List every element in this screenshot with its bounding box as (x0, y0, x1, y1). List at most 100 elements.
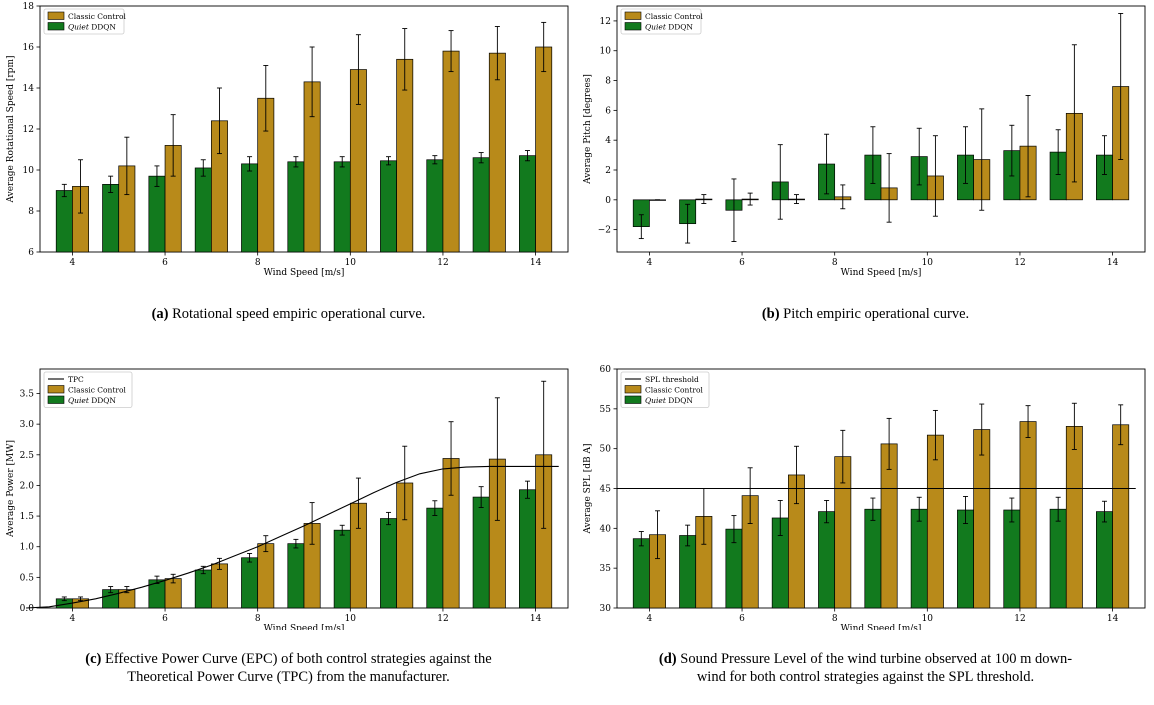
bar (1065, 426, 1083, 609)
x-tick-label: 8 (832, 614, 838, 624)
x-tick-label: 12 (437, 614, 448, 624)
legend-label: Quiet DDQN (68, 396, 116, 405)
bar (1096, 511, 1113, 609)
bar (380, 160, 397, 253)
x-axis-label: Wind Speed [m/s] (264, 268, 345, 278)
bar (241, 557, 259, 609)
bar (102, 184, 120, 253)
x-tick-label: 6 (739, 614, 745, 624)
bar (257, 543, 275, 609)
bar (910, 508, 928, 609)
y-tick-label: 1.5 (20, 512, 35, 522)
y-tick-label: 6 (605, 106, 611, 116)
bar (1003, 509, 1021, 609)
bar (426, 507, 444, 609)
y-tick-label: 10 (23, 166, 35, 176)
bar (380, 518, 397, 609)
bar (926, 434, 944, 609)
y-tick-label: 8 (28, 207, 34, 217)
bar (973, 429, 991, 609)
caption-a-label: (a) (151, 306, 169, 322)
legend-box (43, 371, 133, 408)
legend-bar-swatch (47, 22, 65, 31)
y-tick-label: 0 (605, 196, 611, 206)
y-tick-label: 3.0 (20, 420, 35, 430)
y-tick-label: 16 (23, 43, 35, 53)
bar (194, 569, 212, 609)
caption-d: (d) Sound Pressure Level of the wind tur… (577, 650, 1154, 686)
x-tick-label: 6 (162, 614, 168, 624)
legend-label: Classic Control (645, 386, 703, 395)
bar (333, 529, 351, 609)
bar (519, 155, 536, 253)
bar (519, 489, 536, 609)
x-tick-label: 10 (922, 614, 934, 624)
y-axis-label: Average Rotational Speed [rpm] (6, 56, 16, 204)
legend-label: Classic Control (68, 386, 126, 395)
caption-d-label: (d) (658, 651, 677, 667)
caption-b: (b) Pitch empiric operational curve. (577, 305, 1154, 323)
x-tick-label: 8 (255, 614, 261, 624)
caption-c-label: (c) (85, 651, 102, 667)
y-tick-label: 4 (605, 136, 611, 146)
y-tick-label: 6 (28, 248, 34, 258)
y-tick-label: 1.0 (20, 543, 35, 553)
legend-label: Quiet DDQN (68, 23, 116, 32)
bar (241, 163, 259, 253)
x-tick-label: 10 (922, 258, 934, 268)
x-axis-label: Wind Speed [m/s] (264, 624, 345, 630)
bar (1019, 421, 1037, 609)
x-tick-label: 4 (647, 614, 653, 624)
bar (1112, 424, 1130, 609)
legend-label: Classic Control (68, 12, 126, 21)
x-tick-label: 4 (647, 258, 653, 268)
x-tick-label: 12 (437, 258, 448, 268)
bar (194, 167, 212, 253)
y-tick-label: 50 (600, 445, 612, 455)
bar (679, 535, 697, 609)
x-axis-label: Wind Speed [m/s] (841, 624, 922, 630)
y-tick-label: 18 (23, 2, 35, 12)
legend-bar-swatch (47, 395, 65, 404)
legend-bar-swatch (47, 385, 65, 394)
x-tick-label: 4 (70, 614, 76, 624)
bar (55, 190, 73, 253)
x-tick-label: 12 (1014, 614, 1025, 624)
caption-b-text: Pitch empiric operational curve. (783, 306, 970, 322)
bar (472, 496, 490, 609)
x-tick-label: 14 (1107, 258, 1119, 268)
bar (488, 52, 506, 253)
x-axis-label: Wind Speed [m/s] (841, 268, 922, 278)
reference-line (26, 465, 559, 609)
x-tick-label: 6 (162, 258, 168, 268)
bar (864, 508, 882, 609)
y-tick-label: 12 (600, 17, 611, 27)
bar (426, 159, 444, 253)
plot-frame (616, 5, 1146, 253)
x-tick-label: 10 (345, 614, 357, 624)
x-tick-label: 14 (530, 258, 542, 268)
y-tick-label: 12 (23, 125, 34, 135)
y-tick-label: 2 (605, 166, 611, 176)
y-tick-label: 2.0 (20, 481, 35, 491)
x-tick-label: 12 (1014, 258, 1025, 268)
bar (442, 50, 460, 253)
y-tick-label: 8 (605, 77, 611, 87)
bar (211, 563, 228, 609)
caption-a: (a) Rotational speed empiric operational… (0, 305, 577, 323)
bar (333, 161, 351, 253)
y-tick-label: 0.0 (20, 604, 35, 614)
legend-box (620, 371, 710, 408)
legend-label: SPL threshold (645, 375, 699, 384)
x-tick-label: 10 (345, 258, 357, 268)
y-tick-label: 0.5 (20, 573, 35, 583)
y-axis-label: Average SPL [dB A] (583, 444, 593, 535)
caption-d-line1: Sound Pressure Level of the wind turbine… (680, 651, 1073, 667)
x-tick-label: 14 (530, 614, 542, 624)
caption-c-line1: Effective Power Curve (EPC) of both cont… (105, 651, 492, 667)
y-tick-label: −2 (598, 226, 611, 236)
x-tick-label: 8 (255, 258, 261, 268)
y-tick-label: 14 (23, 84, 35, 94)
y-axis-label: Average Pitch [degrees] (583, 74, 593, 185)
bar (632, 538, 650, 609)
